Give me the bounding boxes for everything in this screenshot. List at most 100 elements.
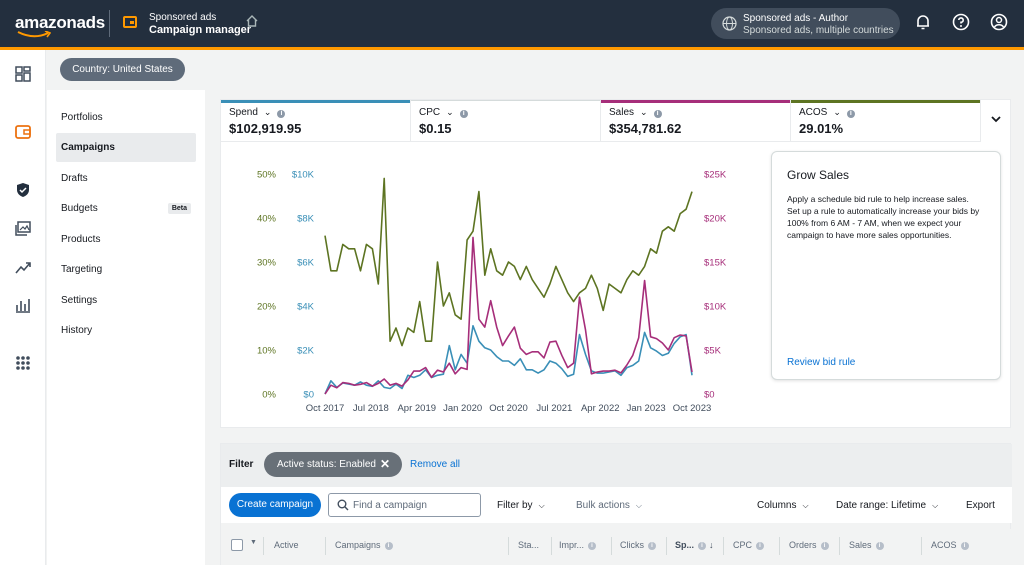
campaign-manager-nav: Portfolios Campaigns Drafts Budgets Beta … — [47, 90, 205, 565]
globe-icon — [722, 16, 737, 31]
info-icon[interactable]: i — [756, 541, 765, 550]
chevron-down-icon: ⌵ — [932, 501, 939, 510]
info-icon[interactable]: i — [820, 541, 829, 550]
sort-descending-icon[interactable]: ↓ — [709, 540, 714, 550]
metric-spend-bar — [221, 100, 410, 103]
help-icon[interactable] — [952, 13, 970, 31]
brand-shield-icon[interactable] — [14, 181, 32, 199]
review-bid-rule-link[interactable]: Review bid rule — [787, 357, 856, 368]
columns-button[interactable]: Columns ⌵ — [757, 500, 809, 511]
remove-all-link[interactable]: Remove all — [410, 459, 461, 470]
info-icon[interactable]: i — [960, 541, 969, 550]
x-axis-tick-label: Apr 2022 — [581, 403, 620, 414]
info-icon[interactable]: i — [277, 110, 286, 118]
column-sales[interactable]: Sales i — [849, 540, 884, 550]
y-left-acos-tick-label: 30% — [257, 258, 277, 269]
close-icon[interactable]: ✕ — [379, 457, 390, 471]
active-status-filter-chip[interactable]: Active status: Enabled ✕ — [264, 452, 402, 477]
info-icon[interactable]: i — [648, 541, 656, 550]
info-icon[interactable]: i — [875, 541, 884, 550]
nav-item-targeting[interactable]: Targeting — [61, 264, 103, 275]
info-icon[interactable]: i — [384, 541, 393, 550]
info-icon[interactable]: i — [698, 541, 707, 550]
column-cpc[interactable]: CPC i — [733, 540, 765, 550]
column-separator — [551, 537, 552, 555]
series-line-sales — [324, 236, 693, 395]
metric-spend-value: $102,919.95 — [229, 121, 302, 136]
metric-acos-label: ACOS — [799, 107, 828, 118]
metric-spend[interactable]: Spend ⌄ i $102,919.95 — [221, 100, 411, 142]
campaigns-wallet-icon[interactable] — [14, 123, 32, 141]
country-selector[interactable]: Country: United States — [60, 58, 185, 81]
search-icon — [337, 499, 349, 511]
info-icon[interactable]: i — [459, 110, 468, 118]
product-subtitle: Sponsored ads — [149, 12, 217, 23]
series-line-spend — [324, 325, 693, 395]
trend-chart-icon[interactable] — [14, 259, 32, 277]
x-axis-tick-label: Oct 2017 — [306, 403, 345, 414]
column-status[interactable]: Sta... — [518, 540, 540, 550]
search-box[interactable] — [328, 493, 481, 517]
export-button[interactable]: Export — [966, 500, 995, 511]
nav-item-portfolios[interactable]: Portfolios — [61, 112, 103, 123]
column-impressions[interactable]: Impr... i — [559, 540, 597, 550]
chevron-down-icon[interactable]: ▼ — [250, 539, 257, 546]
search-input[interactable] — [353, 497, 477, 513]
nav-item-budgets[interactable]: Budgets Beta — [56, 194, 196, 223]
x-axis-tick-label: Jul 2021 — [536, 403, 572, 414]
metric-cpc[interactable]: CPC ⌄ i $0.15 — [411, 100, 601, 142]
user-profile-icon[interactable] — [990, 13, 1008, 31]
chevron-down-icon[interactable]: ⌄ — [263, 107, 272, 117]
account-switcher[interactable]: Sponsored ads - Author Sponsored ads, mu… — [711, 8, 900, 39]
y-right-sales-tick-label: $0 — [704, 390, 715, 401]
column-active[interactable]: Active — [274, 540, 299, 550]
y-right-sales-tick-label: $15K — [704, 258, 727, 269]
column-orders[interactable]: Orders i — [789, 540, 829, 550]
nav-item-history[interactable]: History — [61, 325, 93, 336]
x-axis-tick-label: Jan 2023 — [627, 403, 666, 414]
metric-spend-label: Spend — [229, 107, 258, 118]
product-title[interactable]: Campaign manager — [149, 24, 252, 36]
select-all-checkbox[interactable] — [231, 539, 243, 551]
home-icon[interactable] — [245, 14, 259, 28]
column-clicks[interactable]: Clicks i — [620, 540, 656, 550]
y-left-acos-tick-label: 50% — [257, 170, 277, 181]
y-left-acos-tick-label: 0% — [262, 390, 276, 401]
y-right-sales-tick-label: $20K — [704, 214, 727, 225]
column-campaigns[interactable]: Campaigns i — [335, 540, 393, 550]
metric-sales[interactable]: Sales ⌄ i $354,781.62 — [601, 100, 791, 142]
bell-icon[interactable] — [914, 13, 932, 31]
creative-assets-icon[interactable] — [14, 220, 32, 238]
nav-item-settings[interactable]: Settings — [61, 295, 98, 306]
metric-acos[interactable]: ACOS ⌄ i 29.01% — [791, 100, 981, 142]
apps-grid-icon[interactable] — [14, 354, 32, 372]
reports-bar-chart-icon[interactable] — [14, 296, 32, 314]
info-icon[interactable]: i — [846, 110, 855, 118]
info-icon[interactable]: i — [653, 110, 662, 118]
filter-row: Filter Active status: Enabled ✕ Remove al… — [221, 444, 1012, 487]
dashboard-icon[interactable] — [14, 65, 32, 83]
amazon-ads-logo[interactable]: amazonads — [15, 13, 105, 32]
chevron-down-icon[interactable]: ⌄ — [640, 107, 648, 117]
chevron-down-icon[interactable]: ⌄ — [446, 107, 454, 117]
nav-item-campaigns[interactable]: Campaigns — [56, 133, 196, 162]
column-separator — [611, 537, 612, 555]
nav-item-products[interactable]: Products — [61, 234, 101, 245]
info-icon[interactable]: i — [588, 541, 597, 550]
metric-cpc-bar — [411, 100, 600, 101]
campaign-table-section: Filter Active status: Enabled ✕ Remove al… — [220, 443, 1012, 565]
column-acos[interactable]: ACOS i — [931, 540, 969, 550]
nav-item-drafts[interactable]: Drafts — [61, 173, 88, 184]
date-range-button[interactable]: Date range: Lifetime ⌵ — [836, 500, 939, 511]
y-left-spend-tick-label: $4K — [297, 302, 315, 313]
expand-metrics-chevron-icon[interactable] — [988, 112, 1004, 126]
grow-sales-title: Grow Sales — [787, 168, 850, 182]
bulk-actions-button[interactable]: Bulk actions ⌵ — [576, 500, 642, 511]
filter-label: Filter — [229, 459, 254, 470]
column-separator — [325, 537, 326, 555]
create-campaign-button[interactable]: Create campaign — [229, 493, 321, 517]
filter-by-button[interactable]: Filter by ⌵ — [497, 500, 545, 511]
y-left-spend-tick-label: $6K — [297, 258, 315, 269]
column-spend[interactable]: Sp... i ↓ — [675, 540, 714, 550]
chevron-down-icon[interactable]: ⌄ — [833, 107, 841, 117]
